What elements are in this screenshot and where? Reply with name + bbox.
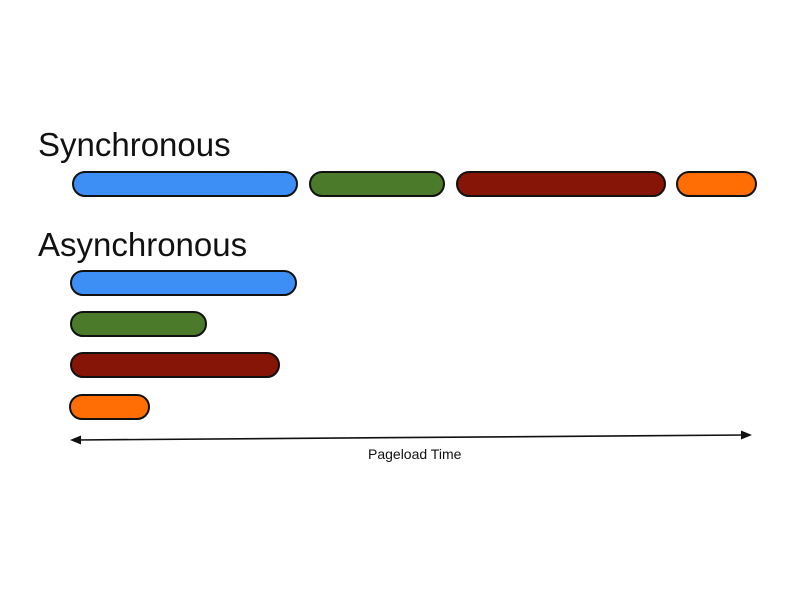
asynchronous-title: Asynchronous (38, 226, 248, 263)
sync-bar-green (309, 171, 445, 197)
arrow-head-left (70, 435, 81, 445)
sync-bar-blue (72, 171, 298, 197)
sync-bar-darkred (456, 171, 666, 197)
pageload-time-label: Pageload Time (368, 446, 462, 462)
synchronous-title: Synchronous (38, 126, 231, 163)
async-bar-darkred (70, 352, 280, 378)
async-bar-blue (70, 270, 297, 296)
arrow-line (75, 434, 747, 441)
sync-bar-orange (676, 171, 757, 197)
async-bar-green (70, 311, 207, 337)
async-bar-orange (69, 394, 150, 420)
arrow-head-right (741, 430, 752, 440)
